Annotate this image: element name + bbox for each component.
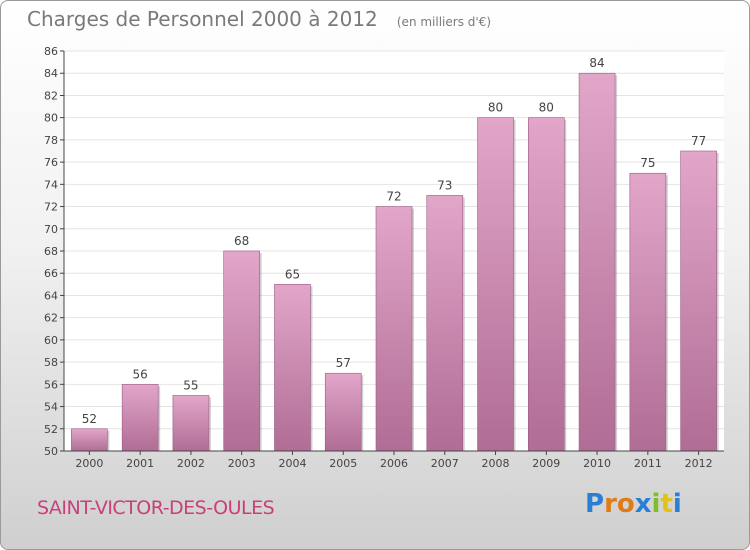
value-label: 52 (82, 412, 97, 426)
bar (223, 250, 260, 452)
y-tick-label: 84 (44, 67, 58, 80)
bar (71, 428, 108, 452)
logo-letter: x (634, 489, 652, 519)
y-tick-label: 64 (44, 289, 58, 302)
value-label: 57 (336, 356, 351, 370)
logo-letter: o (616, 489, 635, 519)
x-tick-label: 2000 (75, 457, 103, 470)
chart-title: Charges de Personnel 2000 à 2012 (27, 7, 378, 31)
proxiti-logo[interactable]: Proxiti (585, 489, 682, 519)
x-tick-label: 2006 (380, 457, 408, 470)
y-tick-label: 72 (44, 201, 58, 214)
title-row: Charges de Personnel 2000 à 2012 (en mil… (27, 7, 491, 31)
value-label: 72 (386, 190, 401, 204)
y-tick-label: 50 (44, 445, 58, 458)
value-label: 75 (640, 156, 655, 170)
y-tick-label: 62 (44, 312, 58, 325)
y-tick-label: 78 (44, 134, 58, 147)
chart-unit: (en milliers d'€) (396, 15, 491, 29)
y-tick-label: 68 (44, 245, 58, 258)
y-tick-label: 60 (44, 334, 58, 347)
value-label: 80 (488, 101, 503, 115)
x-tick-label: 2010 (583, 457, 611, 470)
bar (528, 117, 565, 452)
bar (477, 117, 514, 452)
y-tick-label: 80 (44, 112, 58, 125)
bar (172, 395, 210, 452)
bar (121, 384, 159, 452)
y-tick-label: 52 (44, 423, 58, 436)
value-label: 65 (285, 267, 300, 281)
x-tick-label: 2003 (228, 457, 256, 470)
x-tick-label: 2009 (532, 457, 560, 470)
bar (578, 72, 616, 452)
bars: 52 56 55 68 65 57 72 73 80 80 84 75 77 (71, 56, 719, 452)
x-tick-label: 2002 (177, 457, 205, 470)
x-tick-label: 2011 (634, 457, 662, 470)
bar (629, 172, 667, 452)
y-tick-label: 86 (44, 45, 58, 58)
value-label: 80 (539, 101, 554, 115)
x-tick-label: 2005 (329, 457, 357, 470)
y-tick-label: 66 (44, 267, 58, 280)
value-label: 84 (589, 56, 604, 70)
axes: 50 52 54 56 58 60 62 64 66 68 70 72 74 76 78 80 82 84 86 20… (44, 45, 724, 470)
bar (375, 206, 413, 452)
logo-letter: P (585, 489, 605, 519)
y-tick-label: 56 (44, 378, 58, 391)
value-label: 55 (183, 378, 198, 392)
y-tick-label: 58 (44, 356, 58, 369)
x-tick-label: 2001 (126, 457, 154, 470)
y-tick-label: 70 (44, 223, 58, 236)
value-label: 68 (234, 234, 249, 248)
logo-letter: i (672, 489, 682, 519)
x-tick-label: 2004 (278, 457, 306, 470)
x-tick-label: 2007 (431, 457, 459, 470)
city-name: SAINT-VICTOR-DES-OULES (37, 497, 275, 519)
bar (274, 284, 311, 452)
value-label: 56 (133, 367, 148, 381)
x-tick-label: 2012 (685, 457, 713, 470)
y-tick-label: 82 (44, 89, 58, 102)
logo-letter: i (651, 489, 661, 519)
value-label: 73 (437, 178, 452, 192)
value-label: 77 (691, 134, 706, 148)
bar (324, 372, 362, 452)
x-tick-label: 2008 (482, 457, 510, 470)
bar (426, 195, 464, 452)
logo-letter: t (660, 489, 673, 519)
logo-letter: r (604, 489, 617, 519)
bar (680, 150, 717, 452)
y-tick-label: 74 (44, 178, 58, 191)
y-tick-label: 54 (44, 401, 58, 414)
y-tick-label: 76 (44, 156, 58, 169)
